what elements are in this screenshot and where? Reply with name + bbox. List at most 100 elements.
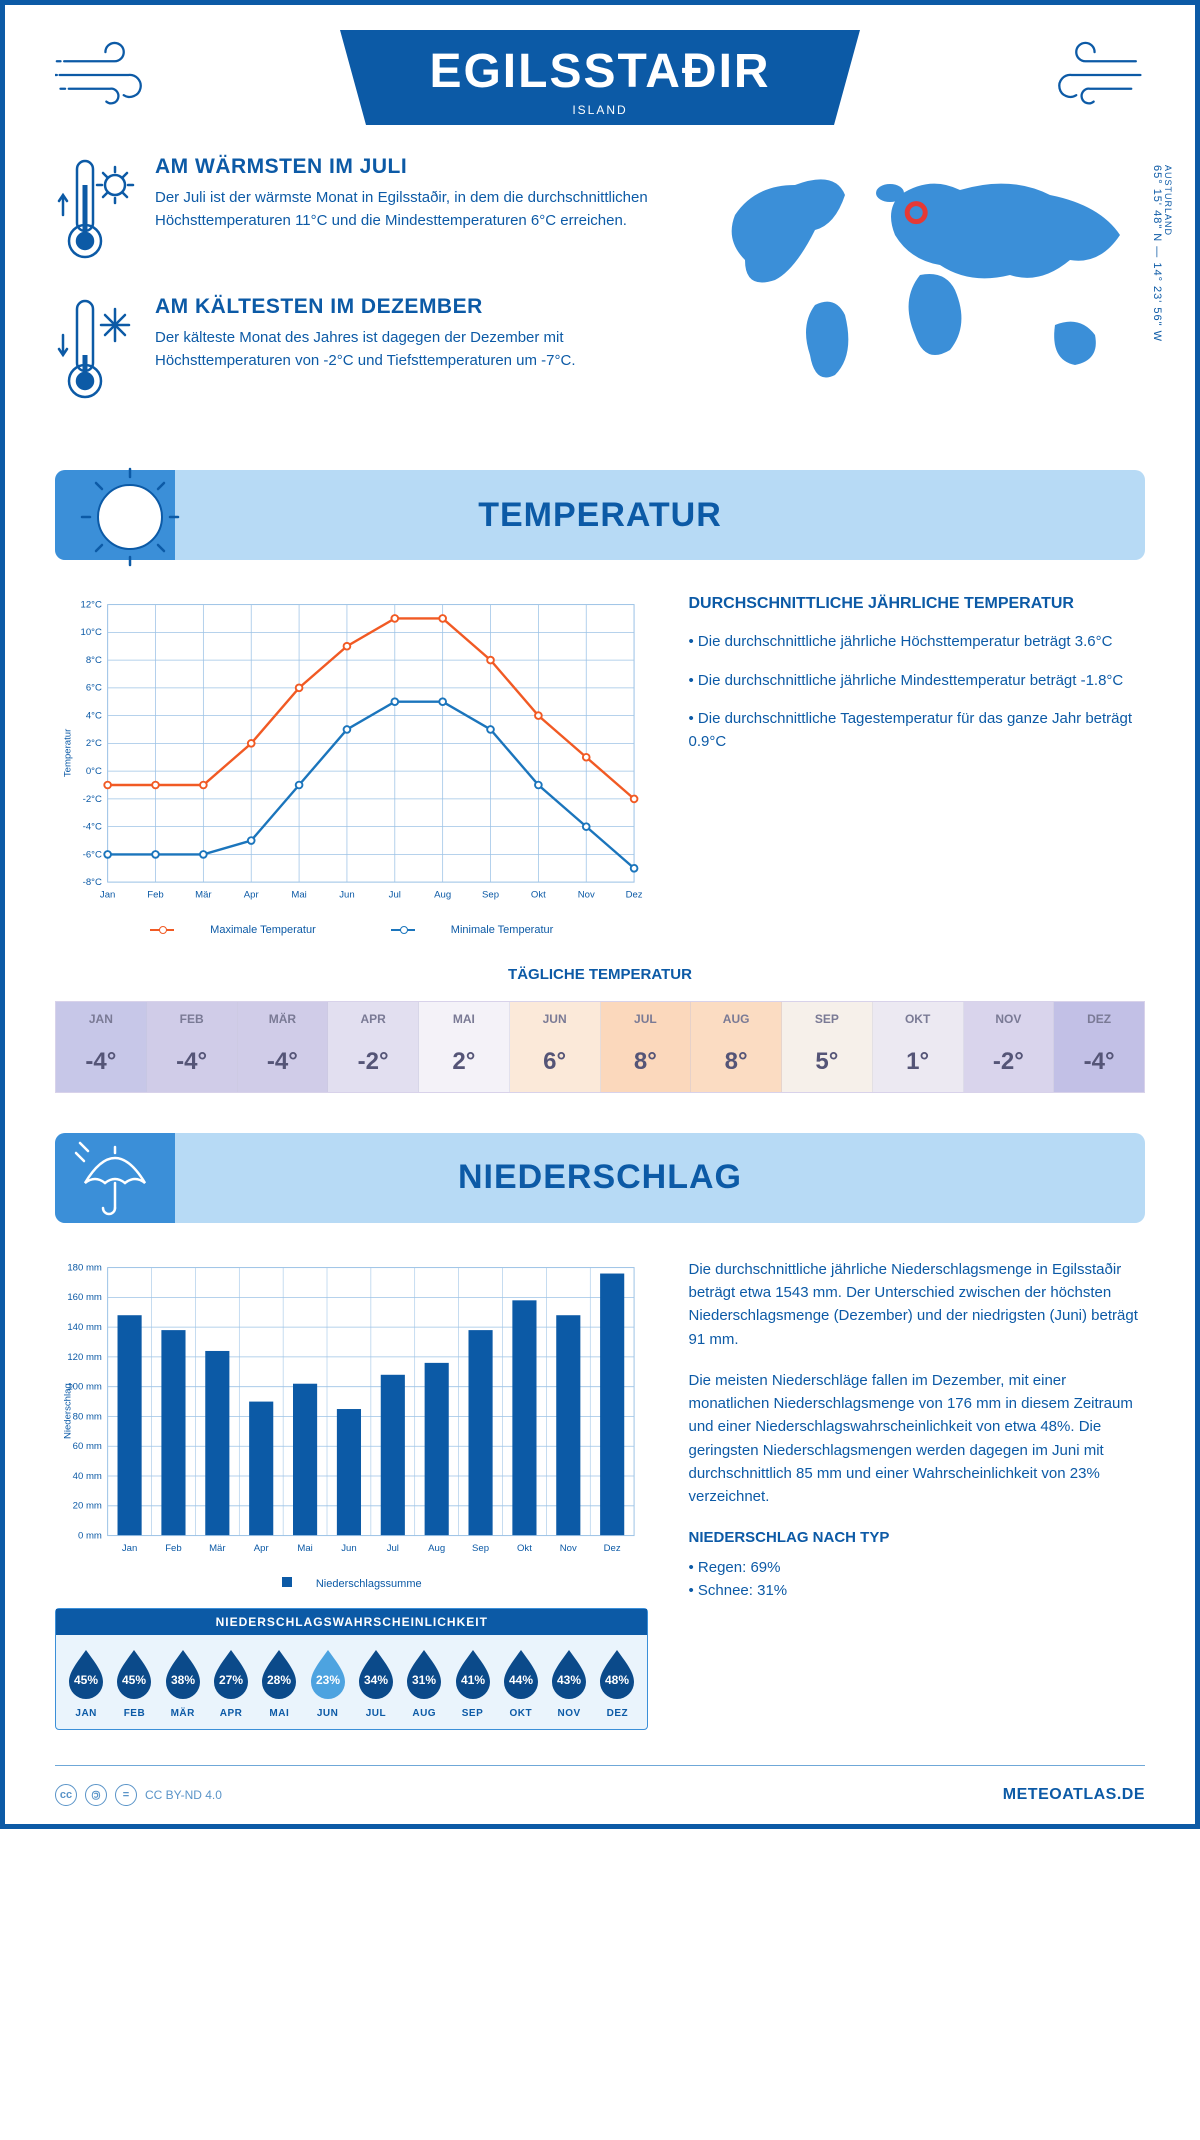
footer: cc 🄯 = CC BY-ND 4.0 METEOATLAS.DE	[55, 1765, 1145, 1824]
svg-text:-4°C: -4°C	[83, 822, 102, 833]
intro-row: AM WÄRMSTEN IM JULI Der Juli ist der wär…	[55, 155, 1145, 435]
svg-text:10°C: 10°C	[81, 627, 102, 638]
svg-text:Dez: Dez	[626, 889, 643, 900]
svg-text:38%: 38%	[171, 1673, 195, 1687]
svg-text:140 mm: 140 mm	[67, 1322, 102, 1333]
precip-probability-panel: NIEDERSCHLAGSWAHRSCHEINLICHKEIT 45% JAN …	[55, 1608, 648, 1730]
location-title: EGILSSTAÐIR	[420, 44, 780, 99]
drop-month: MÄR	[159, 1708, 207, 1719]
month-label: OKT	[873, 1002, 963, 1036]
svg-text:4°C: 4°C	[86, 710, 102, 721]
drop-month: FEB	[110, 1708, 158, 1719]
thermometer-cold-icon	[55, 295, 135, 410]
title-banner: EGILSSTAÐIR ISLAND	[340, 30, 860, 125]
svg-text:Apr: Apr	[254, 1543, 270, 1554]
daily-cell: FEB -4°	[147, 1002, 238, 1092]
thermometer-hot-icon	[55, 155, 135, 270]
svg-text:Jun: Jun	[341, 1543, 356, 1554]
svg-text:180 mm: 180 mm	[67, 1262, 102, 1273]
daily-cell: NOV -2°	[964, 1002, 1055, 1092]
temp-value: -2°	[328, 1036, 418, 1092]
svg-text:120 mm: 120 mm	[67, 1352, 102, 1363]
precip-drop: 23% JUN	[303, 1647, 351, 1719]
svg-text:Okt: Okt	[517, 1543, 532, 1554]
month-label: JUL	[601, 1002, 691, 1036]
header: EGILSSTAÐIR ISLAND	[55, 5, 1145, 125]
svg-text:Apr: Apr	[244, 889, 260, 900]
precip-drop: 27% APR	[207, 1647, 255, 1719]
svg-text:45%: 45%	[122, 1673, 146, 1687]
svg-text:Sep: Sep	[482, 889, 499, 900]
svg-text:160 mm: 160 mm	[67, 1292, 102, 1303]
drop-month: SEP	[448, 1708, 496, 1719]
drop-month: JUN	[303, 1708, 351, 1719]
svg-text:60 mm: 60 mm	[73, 1441, 102, 1452]
license-block: cc 🄯 = CC BY-ND 4.0	[55, 1784, 222, 1806]
precip-drop: 41% SEP	[448, 1647, 496, 1719]
precip-type-line: • Regen: 69%	[688, 1556, 1145, 1579]
svg-text:Mai: Mai	[291, 889, 306, 900]
temperature-heading: TEMPERATUR	[478, 496, 722, 535]
svg-text:0 mm: 0 mm	[78, 1530, 102, 1541]
coordinates-label: AUSTURLAND 65° 15' 48" N — 14° 23' 56" W	[1151, 165, 1173, 342]
month-label: MÄR	[238, 1002, 328, 1036]
svg-text:48%: 48%	[605, 1673, 629, 1687]
precip-type-line: • Schnee: 31%	[688, 1579, 1145, 1602]
drop-month: NOV	[545, 1708, 593, 1719]
svg-text:0°C: 0°C	[86, 766, 102, 777]
world-map-icon	[705, 155, 1145, 400]
month-label: MAI	[419, 1002, 509, 1036]
svg-text:Jun: Jun	[339, 889, 354, 900]
daily-cell: SEP 5°	[782, 1002, 873, 1092]
temp-value: -4°	[1054, 1036, 1144, 1092]
svg-text:23%: 23%	[316, 1673, 340, 1687]
temp-bullet: • Die durchschnittliche Tagestemperatur …	[688, 708, 1145, 753]
annual-temp-title: DURCHSCHNITTLICHE JÄHRLICHE TEMPERATUR	[688, 595, 1145, 613]
daily-cell: JAN -4°	[56, 1002, 147, 1092]
svg-text:12°C: 12°C	[81, 599, 102, 610]
temp-value: 2°	[419, 1036, 509, 1092]
country-subtitle: ISLAND	[420, 103, 780, 117]
chart-legend: Maximale Temperatur Minimale Temperatur	[55, 924, 648, 936]
temperature-line-chart: -8°C-6°C-4°C-2°C0°C2°C4°C6°C8°C10°C12°CJ…	[55, 595, 648, 936]
drop-month: MAI	[255, 1708, 303, 1719]
daily-temp-table: JAN -4° FEB -4° MÄR -4° APR -2° MAI 2° J…	[55, 1001, 1145, 1093]
world-map-panel: AUSTURLAND 65° 15' 48" N — 14° 23' 56" W	[705, 155, 1145, 435]
temp-bullet: • Die durchschnittliche jährliche Mindes…	[688, 670, 1145, 693]
svg-text:43%: 43%	[557, 1673, 581, 1687]
drop-month: JUL	[352, 1708, 400, 1719]
month-label: AUG	[691, 1002, 781, 1036]
daily-cell: APR -2°	[328, 1002, 419, 1092]
daily-cell: MÄR -4°	[238, 1002, 329, 1092]
drop-month: OKT	[497, 1708, 545, 1719]
drop-month: APR	[207, 1708, 255, 1719]
warmest-block: AM WÄRMSTEN IM JULI Der Juli ist der wär…	[55, 155, 670, 270]
precipitation-heading: NIEDERSCHLAG	[458, 1158, 742, 1197]
precip-drop: 44% OKT	[497, 1647, 545, 1719]
precip-text-2: Die meisten Niederschläge fallen im Deze…	[688, 1369, 1145, 1509]
svg-text:34%: 34%	[364, 1673, 388, 1687]
svg-text:Temperatur: Temperatur	[62, 728, 73, 777]
svg-text:-8°C: -8°C	[83, 877, 102, 888]
daily-cell: MAI 2°	[419, 1002, 510, 1092]
svg-text:Mär: Mär	[195, 889, 212, 900]
month-label: JAN	[56, 1002, 146, 1036]
legend-min-label: Minimale Temperatur	[451, 924, 554, 936]
warmest-title: AM WÄRMSTEN IM JULI	[155, 155, 670, 179]
svg-text:2°C: 2°C	[86, 738, 102, 749]
precip-drop: 48% DEZ	[593, 1647, 641, 1719]
temperature-section-banner: TEMPERATUR	[55, 470, 1145, 560]
precipitation-section-banner: NIEDERSCHLAG	[55, 1133, 1145, 1223]
temp-value: -4°	[56, 1036, 146, 1092]
nd-icon: =	[115, 1784, 137, 1806]
svg-text:8°C: 8°C	[86, 655, 102, 666]
infographic-page: EGILSSTAÐIR ISLAND AM W	[0, 0, 1200, 1829]
svg-text:Nov: Nov	[578, 889, 595, 900]
precip-prob-title: NIEDERSCHLAGSWAHRSCHEINLICHKEIT	[56, 1609, 647, 1635]
month-label: DEZ	[1054, 1002, 1144, 1036]
precip-drop: 38% MÄR	[159, 1647, 207, 1719]
precip-legend-label: Niederschlagssumme	[316, 1578, 422, 1590]
precip-drop: 45% JAN	[62, 1647, 110, 1719]
month-label: FEB	[147, 1002, 237, 1036]
precip-drop: 31% AUG	[400, 1647, 448, 1719]
